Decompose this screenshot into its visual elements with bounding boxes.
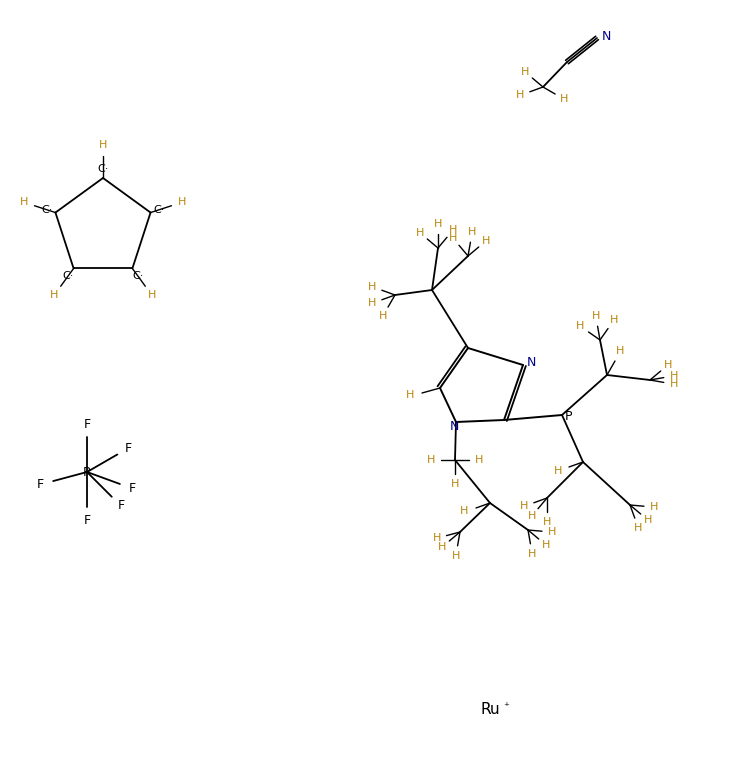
Text: H: H xyxy=(369,298,377,309)
Text: H: H xyxy=(482,236,491,246)
Text: H: H xyxy=(451,479,460,489)
Text: H: H xyxy=(548,527,556,537)
Text: F: F xyxy=(129,482,135,495)
Text: H: H xyxy=(415,227,424,237)
Text: H: H xyxy=(468,227,477,237)
Text: H: H xyxy=(147,290,156,300)
Text: F: F xyxy=(37,478,44,491)
Text: C·: C· xyxy=(63,271,74,280)
Text: N: N xyxy=(602,30,610,43)
Text: H: H xyxy=(178,197,186,208)
Text: H: H xyxy=(427,455,435,465)
Text: H: H xyxy=(543,517,551,527)
Text: H: H xyxy=(610,315,618,325)
Text: H: H xyxy=(634,522,642,533)
Text: P: P xyxy=(565,409,573,422)
Text: F: F xyxy=(84,513,90,527)
Text: H: H xyxy=(520,501,528,511)
Text: P: P xyxy=(83,465,91,478)
Text: H: H xyxy=(434,219,443,229)
Text: ⁺: ⁺ xyxy=(503,702,509,712)
Text: N: N xyxy=(526,356,536,368)
Text: F: F xyxy=(118,500,124,512)
Text: H: H xyxy=(449,224,457,235)
Text: H: H xyxy=(20,197,28,208)
Text: C·: C· xyxy=(41,205,53,215)
Text: C·: C· xyxy=(98,164,109,174)
Text: H: H xyxy=(554,466,562,476)
Text: H: H xyxy=(451,550,460,561)
Text: H: H xyxy=(528,512,536,522)
Text: H: H xyxy=(369,282,377,292)
Text: H: H xyxy=(542,540,551,550)
Text: H: H xyxy=(379,311,387,321)
Text: H: H xyxy=(50,290,58,300)
Text: H: H xyxy=(559,94,568,104)
Text: H: H xyxy=(592,312,600,321)
Text: H: H xyxy=(517,90,525,100)
Text: F: F xyxy=(125,441,132,455)
Text: H: H xyxy=(460,506,468,516)
Text: C·: C· xyxy=(132,271,144,280)
Text: Ru: Ru xyxy=(480,703,500,718)
Text: H: H xyxy=(437,543,445,553)
Text: C·: C· xyxy=(153,205,165,215)
Text: H: H xyxy=(433,533,441,543)
Text: H: H xyxy=(99,140,107,150)
Text: H: H xyxy=(670,379,678,389)
Text: H: H xyxy=(645,515,653,525)
Text: H: H xyxy=(665,359,673,370)
Text: N: N xyxy=(449,419,459,433)
Text: H: H xyxy=(448,233,457,243)
Text: H: H xyxy=(670,371,678,381)
Text: H: H xyxy=(616,346,624,356)
Text: H: H xyxy=(406,390,414,400)
Text: H: H xyxy=(520,67,529,77)
Text: H: H xyxy=(475,455,483,465)
Text: H: H xyxy=(576,321,585,331)
Text: F: F xyxy=(84,418,90,431)
Text: H: H xyxy=(528,549,536,559)
Text: H: H xyxy=(650,502,658,512)
